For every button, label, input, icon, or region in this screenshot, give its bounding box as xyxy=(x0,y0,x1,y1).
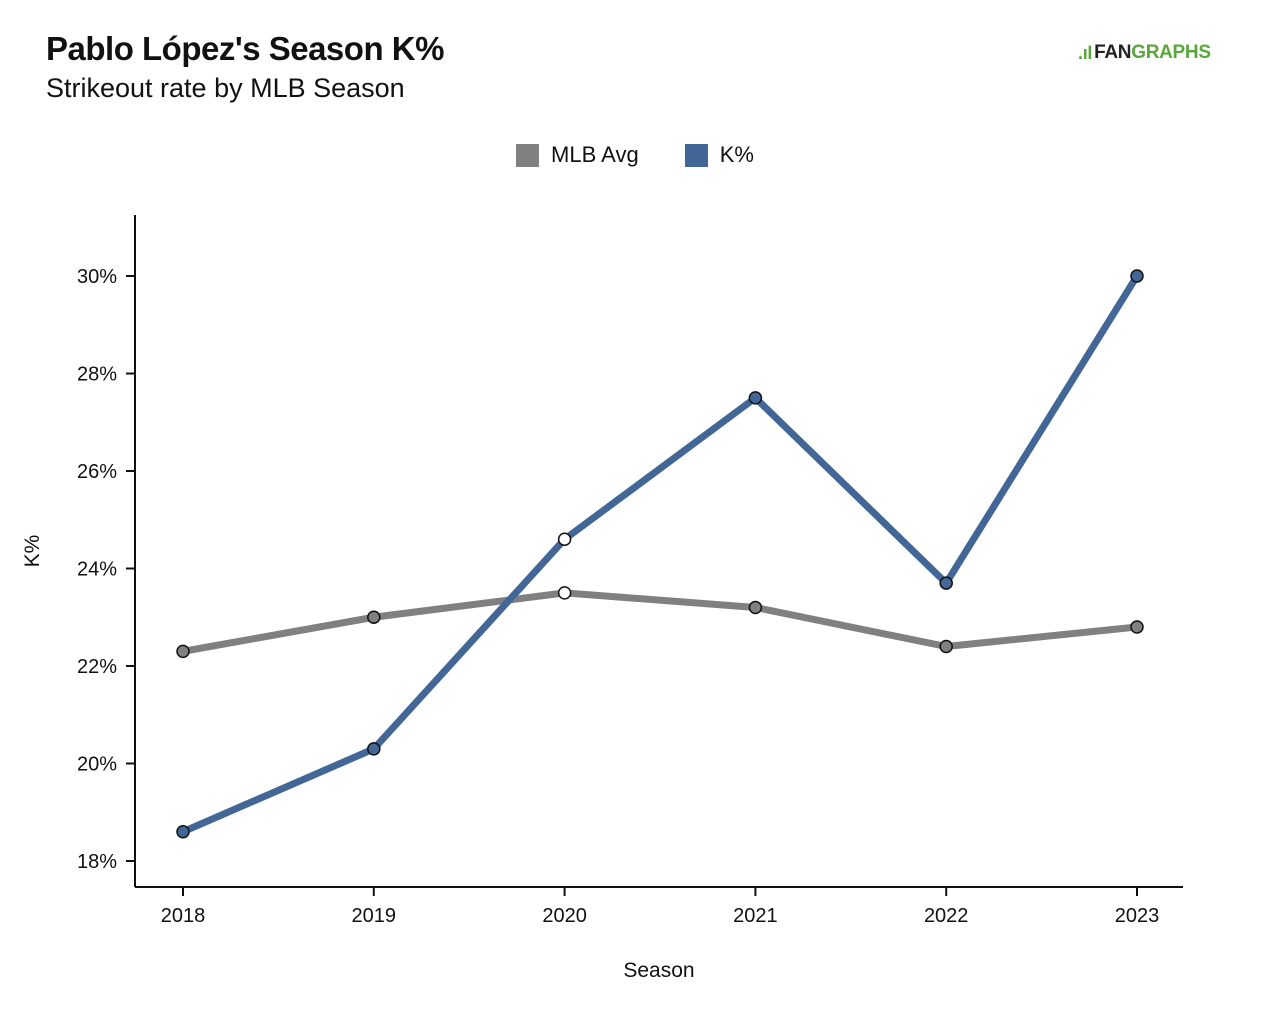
x-axis-title: Season xyxy=(623,959,694,982)
chart-subtitle: Strikeout rate by MLB Season xyxy=(46,73,405,103)
data-point xyxy=(1130,620,1144,634)
data-point xyxy=(939,639,953,654)
data-point xyxy=(367,610,381,624)
x-tick-label: 2022 xyxy=(924,905,969,927)
data-point xyxy=(748,391,763,405)
data-point xyxy=(367,742,381,756)
data-point xyxy=(557,586,572,600)
y-axis-title: K% xyxy=(21,535,44,568)
y-tick-label: 24% xyxy=(77,559,117,581)
x-tick-label: 2021 xyxy=(733,905,778,927)
legend: MLB Avg K% xyxy=(0,142,1270,168)
data-point xyxy=(1130,269,1144,283)
logo-fan-text: FAN xyxy=(1094,42,1132,63)
x-tick-label: 2020 xyxy=(542,905,587,927)
y-tick-label: 28% xyxy=(77,364,117,386)
legend-swatch-k-pct xyxy=(684,143,708,167)
y-tick-label: 22% xyxy=(77,656,117,678)
y-tick-label: 26% xyxy=(77,461,117,483)
legend-label-mlb-avg: MLB Avg xyxy=(551,142,639,167)
y-tick-label: 30% xyxy=(77,266,117,288)
legend-label-k-pct: K% xyxy=(719,142,754,167)
fangraphs-logo-icon: .ıl xyxy=(1078,42,1093,63)
data-point xyxy=(939,576,953,590)
series-line-0 xyxy=(179,589,1141,655)
legend-item-k-pct[interactable]: K% xyxy=(684,142,754,168)
x-tick-label: 2018 xyxy=(161,905,206,927)
data-point xyxy=(748,600,763,615)
fangraphs-logo[interactable]: .ıl FAN GRAPHS xyxy=(1078,42,1211,64)
x-tick-label: 2019 xyxy=(352,905,397,927)
legend-item-mlb-avg[interactable]: MLB Avg xyxy=(516,142,639,168)
data-point xyxy=(557,532,572,546)
data-point xyxy=(176,644,190,659)
legend-swatch-mlb-avg xyxy=(516,143,540,167)
x-tick-label: 2023 xyxy=(1115,905,1160,927)
chart-title: Pablo López's Season K% xyxy=(46,30,444,67)
series-line-1 xyxy=(179,272,1141,836)
logo-graphs-text: GRAPHS xyxy=(1131,42,1211,63)
y-tick-label: 18% xyxy=(77,851,117,873)
y-tick-label: 20% xyxy=(77,754,117,776)
data-point xyxy=(176,825,190,839)
